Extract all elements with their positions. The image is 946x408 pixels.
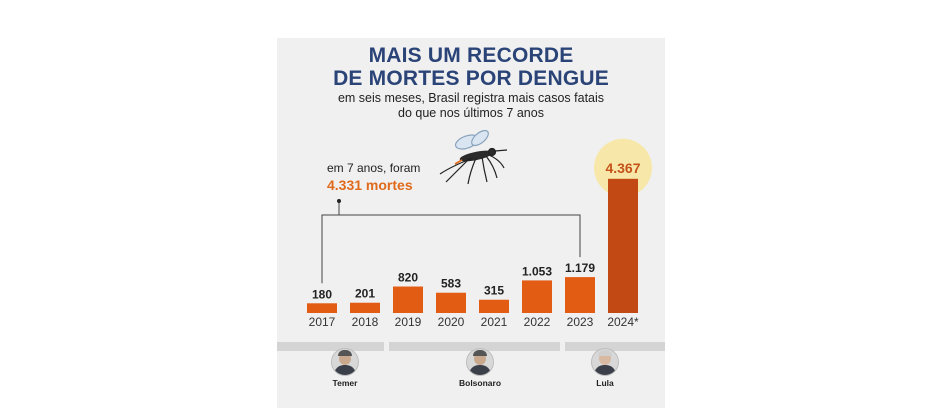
chart-title-line2: DE MORTES POR DENGUE (333, 67, 609, 90)
era-band-bolsonaro (389, 342, 560, 351)
era-band-lula (565, 342, 665, 351)
annotation-label: em 7 anos, foram (327, 161, 421, 175)
bar-value-label: 1.179 (565, 261, 595, 275)
annotation-total: 4.331 mortes (327, 177, 413, 193)
bar-value-label: 315 (484, 284, 504, 298)
mosquito-icon (439, 129, 508, 185)
bar-2021 (479, 299, 509, 313)
x-tick-label: 2019 (395, 315, 422, 329)
bracket-line (321, 214, 581, 284)
chart-subtitle-line2: do que nos últimos 7 anos (398, 106, 544, 120)
bar-2023 (565, 277, 595, 313)
bar-value-label: 4.367 (605, 160, 640, 176)
bar-2024* (608, 178, 638, 313)
bar-2018 (350, 302, 380, 313)
president-lula: Lula (565, 348, 645, 388)
president-name: Bolsonaro (458, 378, 502, 388)
era-band-temer (277, 342, 384, 351)
bar-value-label: 1.053 (522, 264, 552, 278)
avatar (331, 348, 359, 376)
bar-value-label: 820 (398, 271, 418, 285)
x-tick-label: 2020 (438, 315, 465, 329)
president-temer: Temer (305, 348, 385, 388)
bracket-dot (337, 199, 341, 203)
bar-2020 (436, 292, 466, 313)
chart-title-line1: MAIS UM RECORDE (368, 44, 574, 67)
president-name: Lula (596, 378, 614, 388)
x-tick-label: 2024* (607, 315, 639, 329)
x-tick-label: 2017 (309, 315, 336, 329)
bar-2017 (307, 303, 337, 313)
x-tick-label: 2021 (481, 315, 508, 329)
x-tick-label: 2022 (524, 315, 551, 329)
avatar (466, 348, 494, 376)
x-tick-label: 2023 (567, 315, 594, 329)
x-tick-label: 2018 (352, 315, 379, 329)
chart-subtitle-line1: em seis meses, Brasil registra mais caso… (337, 91, 605, 105)
avatar (591, 348, 619, 376)
bar-value-label: 180 (312, 287, 332, 301)
president-bolsonaro: Bolsonaro (440, 348, 520, 388)
bar-value-label: 583 (441, 277, 461, 291)
bar-2022 (522, 280, 552, 313)
bar-2019 (393, 286, 423, 313)
president-name: Temer (332, 378, 358, 388)
bar-value-label: 201 (355, 287, 375, 301)
